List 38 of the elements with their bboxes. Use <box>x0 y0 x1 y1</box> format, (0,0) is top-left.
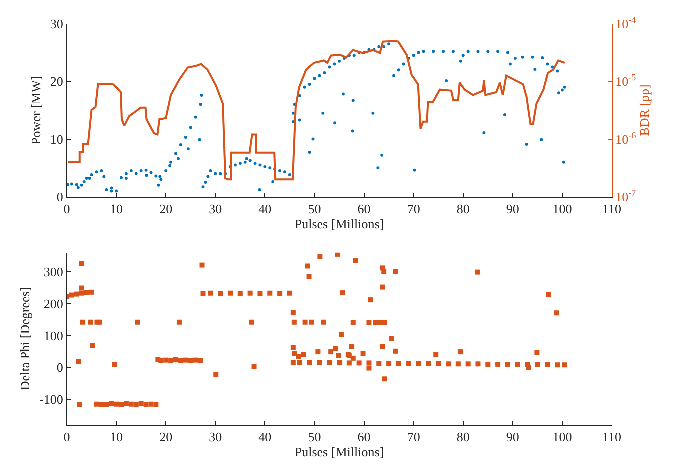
y-tick-label: 10 <box>50 132 64 147</box>
x-tick-label: 70 <box>407 430 420 445</box>
y-tick-label: -100 <box>40 392 64 408</box>
x-tick-label: 80 <box>456 202 470 217</box>
y2-tick-label: 10$^{-4}$ <box>616 15 637 32</box>
y2-axis-title: BDR [pp] <box>637 84 652 136</box>
y2-tick-label: 10$^{-6}$ <box>616 130 637 147</box>
x-tick-label: 60 <box>358 430 371 445</box>
y2-tick-label: 10$^{-5}$ <box>616 72 637 90</box>
x-tick-label: 80 <box>456 430 470 445</box>
x-tick-label: 10 <box>110 430 124 445</box>
x-tick-label: 70 <box>407 202 420 217</box>
x-tick-label: 90 <box>506 202 520 217</box>
y-tick-label: 100 <box>44 328 64 344</box>
y-tick-label: 0 <box>56 190 64 205</box>
x-tick-label: 40 <box>258 430 272 445</box>
x-tick-label: 50 <box>308 202 322 217</box>
x-tick-label: 60 <box>358 202 371 217</box>
x-tick-label: 90 <box>506 430 520 445</box>
x-tick-label: 10 <box>110 202 124 217</box>
x-tick-label: 30 <box>209 430 222 445</box>
y-tick-label: 200 <box>44 296 64 312</box>
y-axis-title: Power [MW] <box>28 76 44 145</box>
x-tick-label: 20 <box>160 430 173 445</box>
x-tick-label: 100 <box>552 430 572 445</box>
x-axis-title: Pulses [Millions] <box>294 216 384 232</box>
x-tick-label: 50 <box>308 430 322 445</box>
x-tick-label: 20 <box>160 202 173 217</box>
y-tick-label: 30 <box>50 16 64 32</box>
y-axis-title: Delta Phi [Degrees] <box>18 287 33 391</box>
y-tick-label: 300 <box>44 264 64 280</box>
x-tick-label: 110 <box>602 430 622 445</box>
x-axis-title: Pulses [Millions] <box>294 444 384 460</box>
y-tick-label: 20 <box>50 74 64 90</box>
y-tick-label: 0 <box>56 360 64 376</box>
x-tick-label: 100 <box>552 202 572 217</box>
x-tick-label: 40 <box>258 202 272 217</box>
x-tick-label: 30 <box>209 202 222 217</box>
